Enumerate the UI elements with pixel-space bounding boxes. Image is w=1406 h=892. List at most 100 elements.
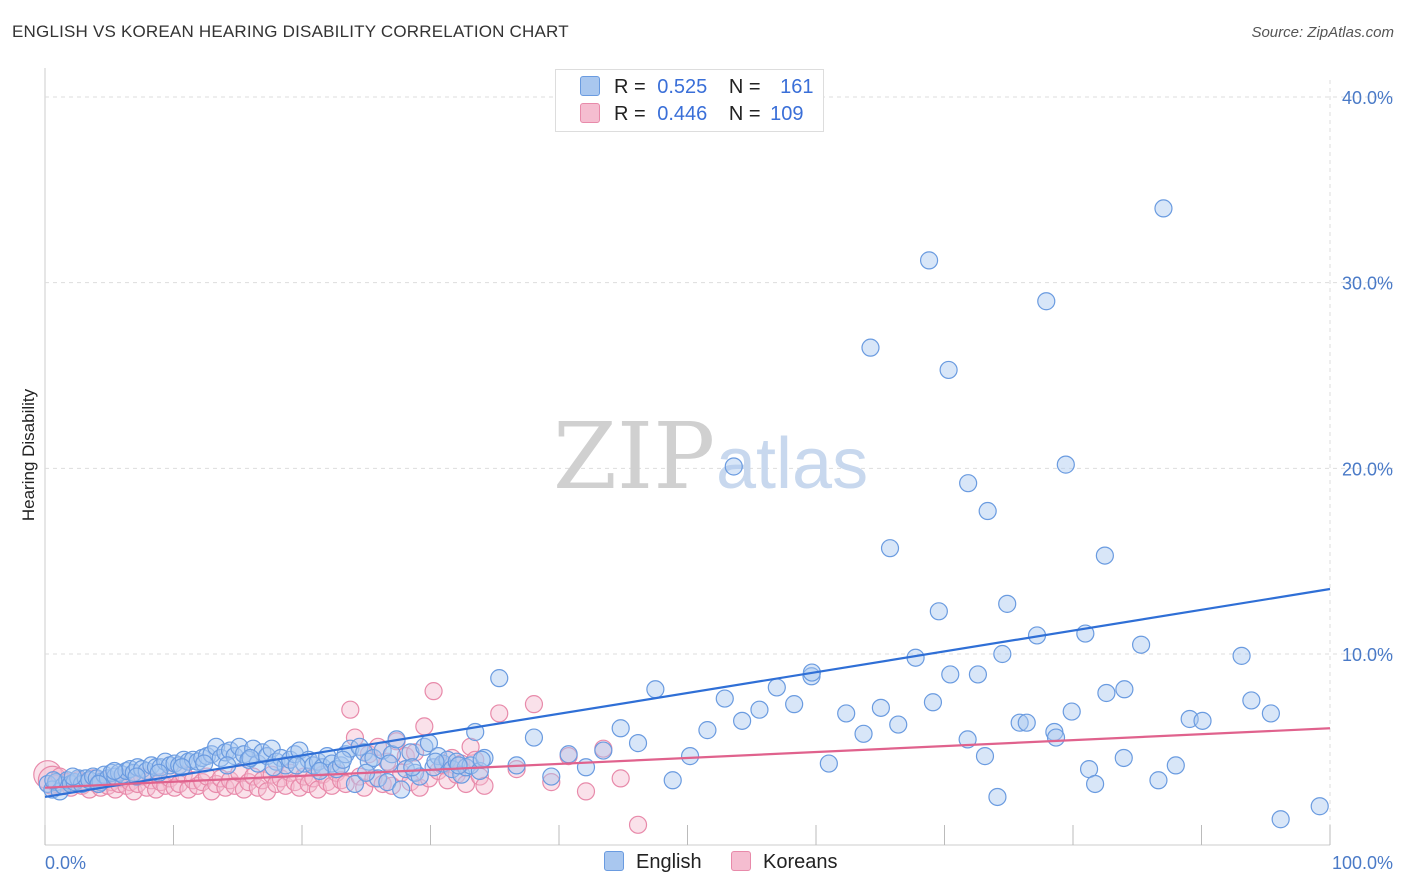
english-point: [1310, 797, 1329, 816]
korean-point: [576, 782, 596, 801]
legend-koreans-n-value: 109: [770, 103, 804, 125]
english-point: [959, 474, 978, 493]
bottom-legend-koreans: Koreans: [731, 851, 838, 874]
english-point: [1115, 680, 1134, 699]
legend-english-n-value: 161: [780, 76, 814, 98]
english-point: [978, 501, 997, 521]
english-point: [889, 715, 908, 734]
korean-point: [405, 743, 425, 762]
legend-swatch-english: [580, 76, 600, 96]
english-point: [1062, 702, 1081, 721]
korean-point: [308, 780, 328, 799]
english-point: [1010, 713, 1029, 732]
english-point: [63, 767, 82, 786]
english-point: [426, 752, 445, 771]
legend-row-koreans: R = 0.446 N = 109: [580, 103, 804, 127]
bottom-legend-english: English: [604, 851, 702, 874]
koreans-trendline: [44, 727, 1331, 789]
english-point: [1017, 713, 1036, 732]
english-point: [941, 665, 960, 684]
korean-point: [611, 769, 630, 788]
english-point: [1097, 683, 1116, 703]
english-point: [264, 758, 283, 777]
english-point: [680, 747, 700, 766]
legend-koreans-n-label: N =: [728, 103, 761, 125]
english-point: [646, 680, 665, 699]
english-point: [364, 748, 383, 768]
x-tick-label: 0.0%: [45, 853, 86, 873]
korean-point: [290, 778, 309, 797]
english-point: [1154, 199, 1173, 218]
legend-english-r-value: 0.525: [657, 76, 708, 98]
english-point: [1149, 771, 1168, 790]
korean-point: [490, 704, 509, 723]
english-point: [1056, 455, 1075, 474]
english-point: [750, 700, 769, 719]
english-point: [410, 767, 429, 786]
english-point: [1046, 728, 1066, 747]
y-tick-label: 30.0%: [1342, 274, 1393, 294]
english-point: [861, 338, 880, 357]
korean-point: [524, 695, 544, 714]
korean-point: [355, 778, 374, 797]
english-point: [663, 771, 682, 790]
korean-point: [438, 771, 457, 790]
trend-layer: [44, 587, 1331, 799]
english-point: [207, 737, 226, 756]
english-point: [287, 756, 306, 775]
english-point: [345, 774, 365, 794]
english-point: [724, 457, 743, 476]
english-point: [880, 539, 900, 558]
english-point: [958, 730, 977, 749]
bottom-legend-swatch-english: [604, 851, 624, 871]
english-point: [611, 719, 630, 738]
english-point: [929, 602, 948, 621]
english-point: [380, 754, 399, 773]
y-tick-label: 40.0%: [1342, 88, 1393, 108]
english-point: [819, 754, 838, 773]
english-point: [733, 711, 752, 730]
korean-point: [424, 682, 443, 701]
english-point: [392, 780, 411, 799]
english-point: [975, 747, 995, 766]
english-point: [378, 773, 397, 792]
legend-box: R = 0.525 N = 161 R = 0.446 N = 109: [555, 69, 824, 132]
english-point: [524, 728, 544, 747]
bottom-legend-swatch-koreans: [731, 851, 751, 871]
english-point: [355, 743, 374, 762]
english-point: [449, 756, 468, 775]
english-point: [923, 693, 943, 712]
english-point: [988, 787, 1007, 807]
y-tick-label: 10.0%: [1342, 645, 1393, 665]
english-point: [1271, 810, 1290, 829]
korean-point: [415, 717, 434, 736]
legend-swatch-koreans: [580, 103, 600, 123]
english-point: [559, 745, 578, 764]
english-point: [1095, 546, 1114, 565]
english-point: [993, 644, 1012, 664]
english-point: [472, 750, 491, 769]
english-point: [368, 769, 388, 788]
english-point: [1132, 635, 1151, 654]
english-point: [403, 758, 422, 777]
english-point: [1232, 646, 1251, 665]
chart-title: ENGLISH VS KOREAN HEARING DISABILITY COR…: [12, 22, 569, 41]
legend-koreans-r-value: 0.446: [657, 103, 708, 125]
english-point: [785, 695, 804, 714]
bottom-legend-label-koreans: Koreans: [763, 851, 838, 873]
chart-source: Source: ZipAtlas.com: [1251, 24, 1394, 41]
english-point: [310, 761, 329, 781]
english-point: [44, 771, 63, 790]
tick-layer: 10.0% 20.0% 30.0% 40.0% 0.0% 100.0%: [45, 88, 1393, 873]
y-tick-label: 20.0%: [1342, 459, 1393, 479]
english-point: [1242, 691, 1261, 710]
english-point: [333, 750, 353, 769]
legend-koreans-r-label: R =: [614, 103, 646, 125]
legend-row-english: R = 0.525 N = 161: [580, 76, 814, 100]
bottom-legend-label-english: English: [636, 851, 702, 873]
english-point: [628, 734, 648, 753]
korean-point: [628, 815, 648, 834]
english-point: [396, 760, 415, 779]
koreans-points: [33, 682, 648, 834]
korean-point: [336, 774, 355, 794]
